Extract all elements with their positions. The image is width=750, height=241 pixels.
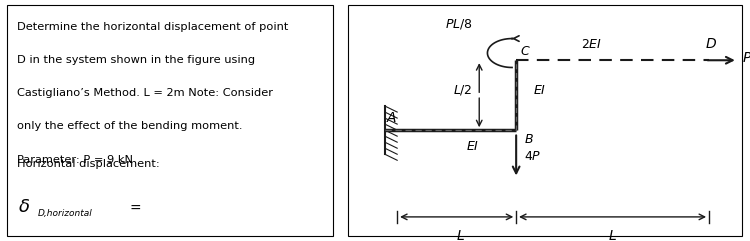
Text: Determine the horizontal displacement of point: Determine the horizontal displacement of…	[17, 22, 288, 32]
Text: $B$: $B$	[524, 133, 534, 146]
Text: Castigliano’s Method. L = 2m Note: Consider: Castigliano’s Method. L = 2m Note: Consi…	[17, 88, 273, 98]
Text: $EI$: $EI$	[532, 84, 546, 97]
Text: Parameter: P = 9 kN: Parameter: P = 9 kN	[17, 155, 133, 165]
Text: $P$: $P$	[742, 51, 750, 65]
Text: $D$: $D$	[705, 37, 717, 51]
Text: D in the system shown in the figure using: D in the system shown in the figure usin…	[17, 55, 255, 65]
Text: $C$: $C$	[520, 45, 531, 58]
Text: $2EI$: $2EI$	[581, 38, 603, 51]
Text: D,horizontal: D,horizontal	[38, 209, 92, 218]
Text: $A$: $A$	[386, 111, 398, 125]
Text: $EI$: $EI$	[466, 140, 480, 153]
Text: $L/2$: $L/2$	[453, 83, 472, 97]
Text: δ: δ	[19, 198, 30, 216]
Text: =: =	[129, 201, 141, 215]
Text: $L$: $L$	[456, 229, 465, 241]
Text: only the effect of the bending moment.: only the effect of the bending moment.	[17, 121, 242, 131]
Text: $4P$: $4P$	[524, 150, 542, 163]
Text: $PL/8$: $PL/8$	[445, 17, 472, 31]
Text: $L$: $L$	[608, 229, 617, 241]
Text: Horizontal displacement:: Horizontal displacement:	[17, 159, 160, 169]
